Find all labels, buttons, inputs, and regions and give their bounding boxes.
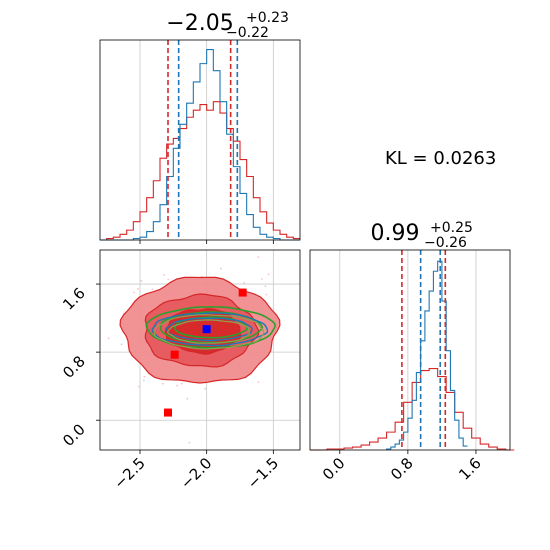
olive-contour-level [167, 319, 250, 344]
joint-y-tick-label: 0.0 [59, 420, 89, 450]
joint-scatter-point [133, 291, 135, 294]
red-filled-contours [119, 276, 281, 384]
green-contour-level [145, 306, 277, 349]
joint-contour-panel: −2.5 −2.0 −1.5 0.0 0.8 1.6 [42, 249, 325, 493]
joint-scatter-point [143, 375, 146, 378]
joint-scatter-point [261, 278, 263, 280]
y-marginal-title-median: 0.99 [371, 221, 420, 246]
y-marginal-blue-histogram [386, 260, 468, 450]
joint-frame [99, 249, 301, 451]
joint-scatter-point [186, 397, 189, 400]
joint-scatter-point [204, 387, 207, 390]
x-marginal-title-minus: −0.22 [226, 25, 269, 41]
x-marginal-quantile-lines [167, 40, 239, 240]
blue-contour-level [151, 312, 269, 347]
joint-scatter-point [42, 298, 44, 300]
joint-scatter-point [138, 385, 140, 388]
x-marginal-title-plus: +0.23 [246, 10, 289, 26]
joint-scatter-point [257, 381, 260, 383]
x-marginal-histogram-panel: −2.05 +0.23 −0.22 [99, 10, 301, 244]
joint-scatter-point [257, 256, 260, 259]
y-marginal-ticks: 0.0 0.8 1.6 [319, 450, 485, 484]
y-marginal-tick-label: 0.8 [387, 454, 417, 484]
blue-square-marker [202, 325, 211, 334]
joint-scatter-point [188, 441, 191, 444]
y-marginal-frame [309, 249, 511, 451]
joint-scatter-point [107, 337, 110, 340]
joint-scatter-point [265, 293, 268, 296]
x-marginal-blue-histogram [100, 48, 300, 241]
joint-scatter-point [143, 379, 145, 382]
blue-contours [151, 312, 269, 350]
joint-scatter-point [180, 382, 183, 385]
joint-x-tick-label: −2.5 [110, 454, 148, 492]
joint-scatter-point [140, 280, 143, 282]
joint-scatter-point [137, 287, 139, 290]
red-square-marker [238, 288, 247, 297]
joint-y-tick-label: 0.8 [59, 352, 89, 382]
joint-scatter-point [92, 342, 94, 344]
olive-contour-level [153, 314, 265, 350]
joint-x-tick-label: −1.5 [244, 454, 282, 492]
x-marginal-ticks [139, 240, 274, 244]
joint-scatter-point [243, 281, 246, 284]
joint-scatter-point [323, 330, 325, 332]
x-marginal-gridlines [139, 40, 274, 240]
y-marginal-title-plus: +0.25 [430, 220, 473, 236]
y-marginal-title-minus: −0.26 [424, 235, 467, 251]
y-marginal-quantile-lines [401, 250, 447, 450]
x-marginal-red-histogram [100, 101, 300, 241]
red-square-marker [164, 408, 172, 417]
joint-scatter-point [120, 343, 123, 346]
red-square-marker [170, 350, 179, 359]
joint-scatter-point [167, 278, 170, 281]
joint-y-tick-label: 1.6 [59, 284, 89, 314]
joint-scatter-point [176, 384, 179, 387]
joint-x-tick-label: −2.0 [177, 454, 215, 492]
x-marginal-title-median: −2.05 [166, 11, 233, 36]
kl-divergence-label: KL = 0.0263 [385, 148, 496, 169]
y-marginal-tick-label: 0.0 [319, 454, 349, 484]
joint-scatter-point [264, 285, 267, 288]
joint-scatter-point [267, 273, 270, 276]
y-marginal-tick-label: 1.6 [455, 454, 485, 484]
x-marginal-title: −2.05 [166, 11, 233, 36]
y-marginal-histogram-panel: 0.0 0.8 1.6 0.99 +0.25 −0.26 [309, 220, 515, 484]
y-marginal-title: 0.99 [371, 221, 420, 246]
joint-scatter-point [151, 288, 154, 291]
joint-markers [164, 288, 247, 417]
blue-contour-level [165, 317, 253, 342]
joint-scatter-point [163, 273, 165, 276]
y-marginal-gridlines [339, 250, 477, 450]
joint-scatter-point [220, 267, 222, 270]
x-marginal-series [100, 48, 300, 241]
joint-scatter-point [161, 382, 164, 385]
y-marginal-series [310, 260, 515, 451]
x-marginal-frame [99, 39, 301, 241]
